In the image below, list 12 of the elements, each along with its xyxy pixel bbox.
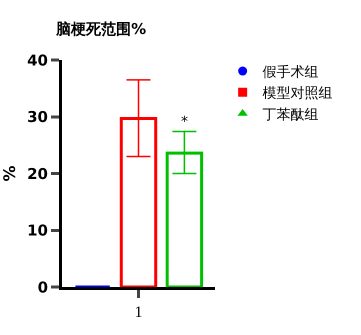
- data-label: *: [181, 114, 188, 130]
- y-tick-label: 10: [27, 222, 48, 240]
- y-tick-label: 40: [27, 51, 48, 70]
- legend-label: 假手术组: [262, 64, 319, 81]
- y-tick-label: 0: [38, 278, 48, 296]
- y-axis-title: %: [0, 165, 19, 182]
- legend-label: 丁苯酞组: [262, 106, 319, 123]
- x-tick-label: 1: [134, 304, 142, 322]
- chart-title: 脑梗死范围%: [55, 20, 146, 38]
- y-tick-label: 20: [27, 164, 48, 183]
- legend-label: 模型对照组: [262, 86, 333, 102]
- y-tick-label: 30: [27, 108, 48, 126]
